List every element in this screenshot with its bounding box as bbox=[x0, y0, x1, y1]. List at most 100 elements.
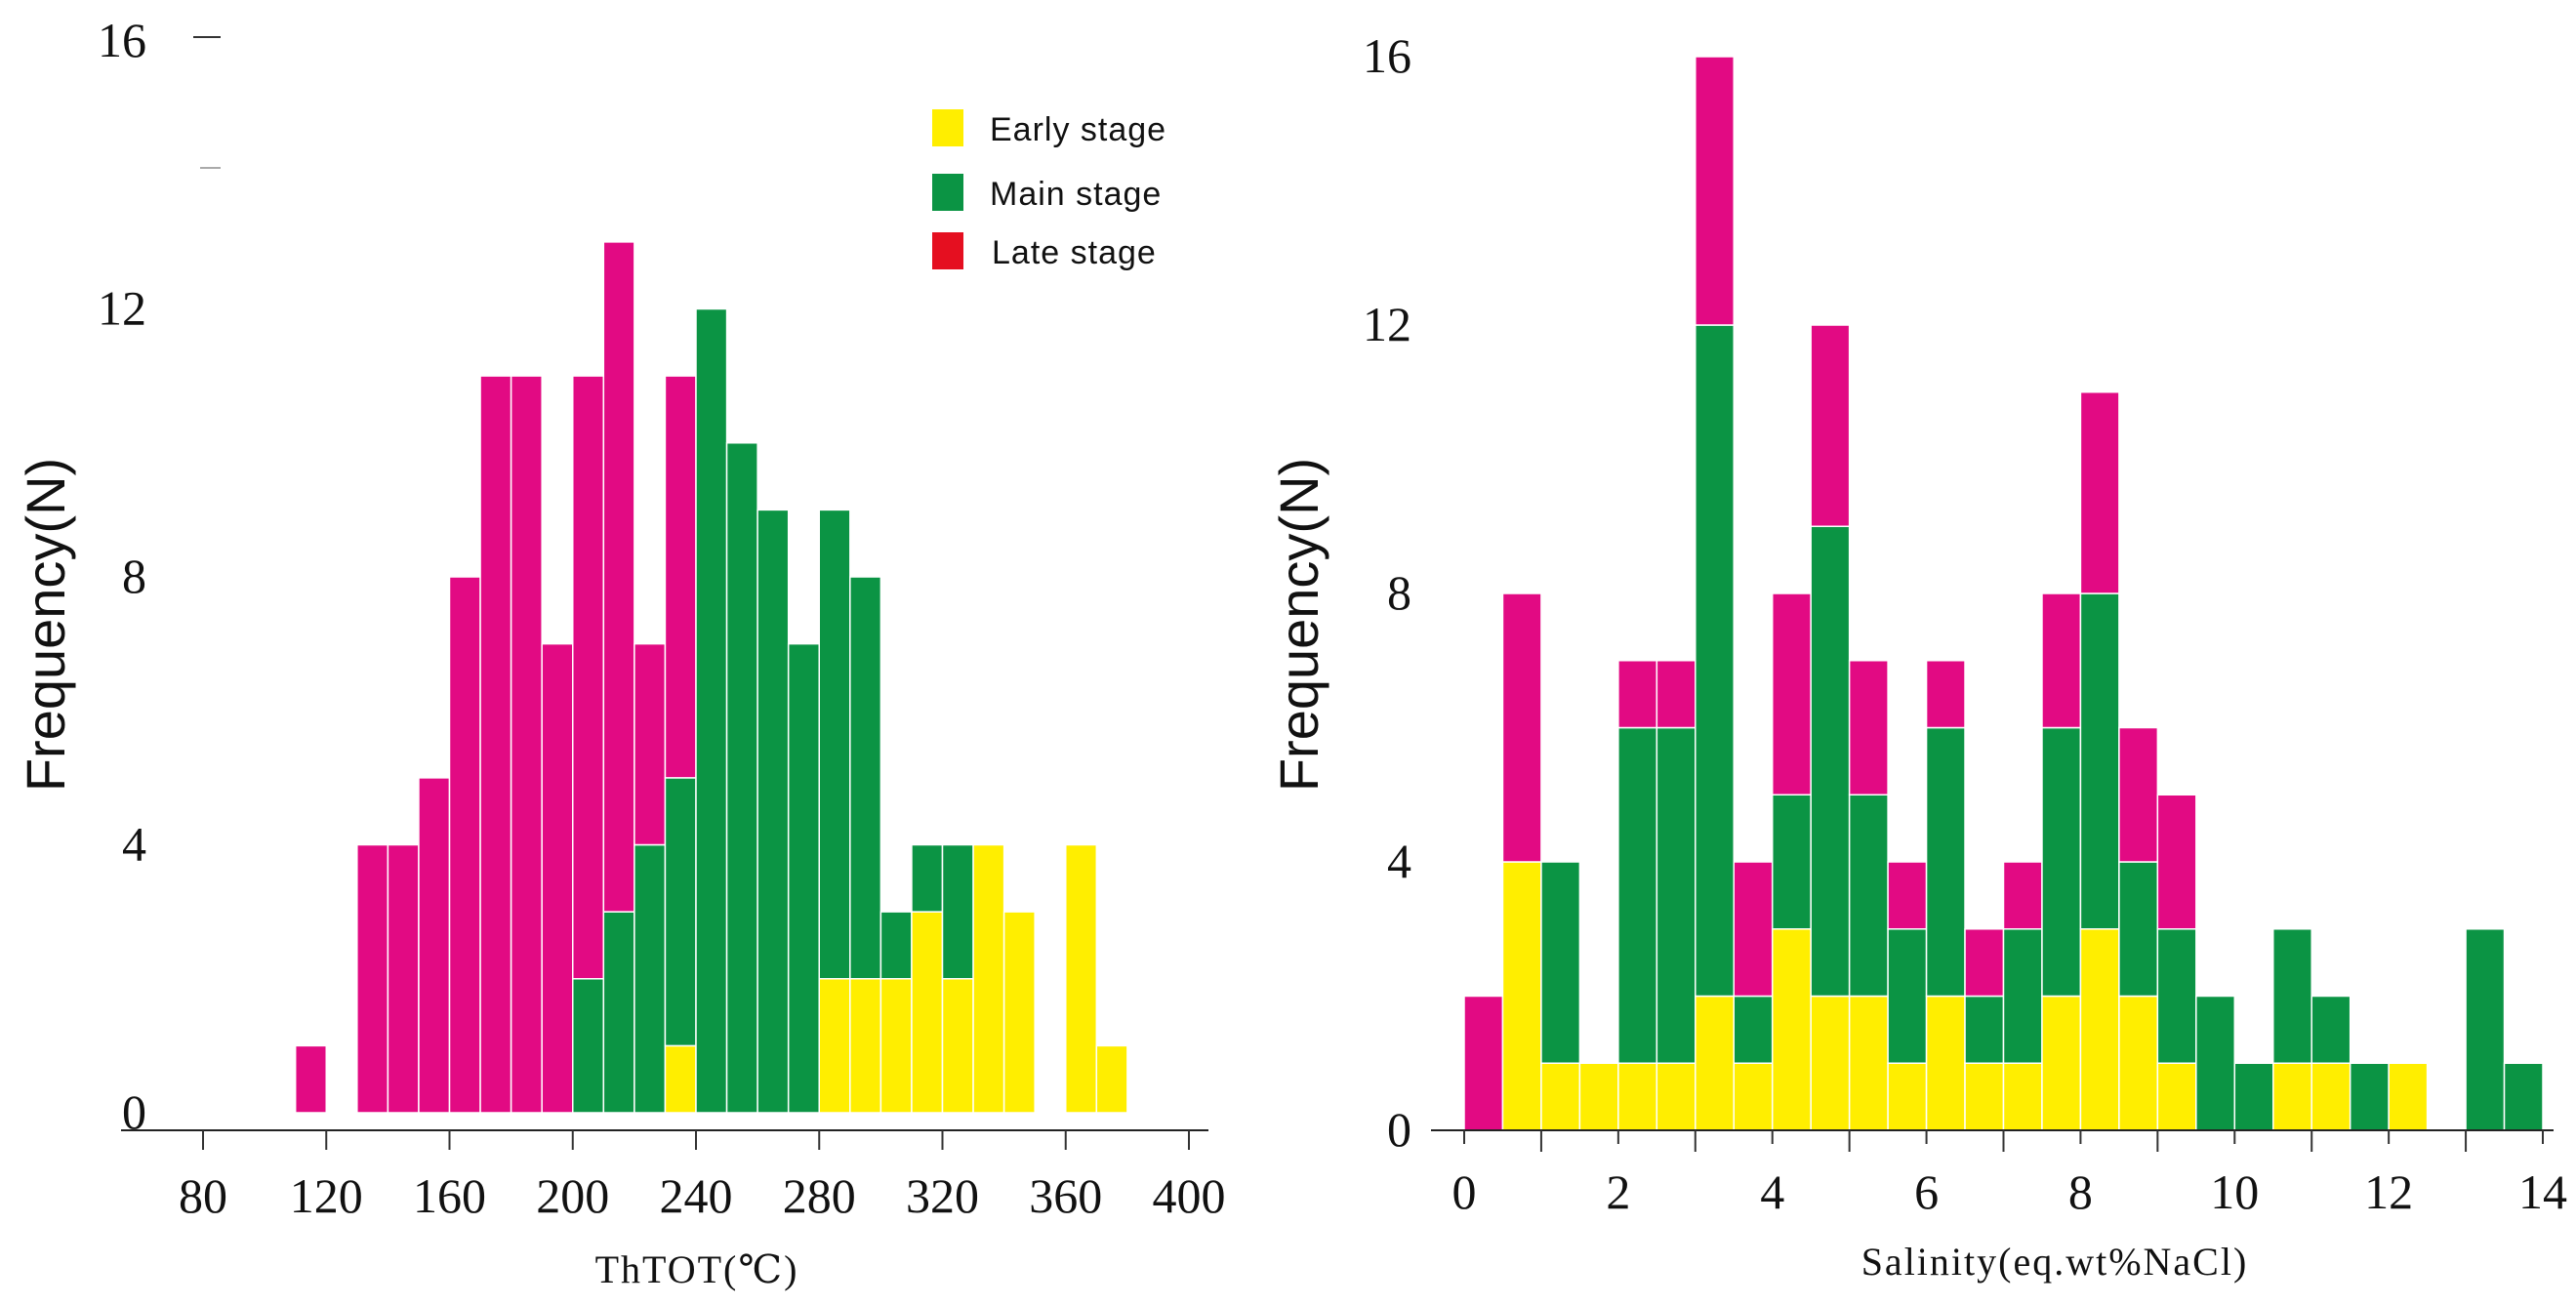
bar-late-segment bbox=[2079, 391, 2120, 594]
temperature-x-axis-title: ThTOT(℃) bbox=[595, 1247, 799, 1291]
bar-early-segment bbox=[2272, 1062, 2312, 1131]
y-tick-label: 4 bbox=[1387, 834, 1411, 888]
bar-early-segment bbox=[2002, 1062, 2043, 1131]
x-tick-label: 240 bbox=[660, 1168, 733, 1223]
x-tick-label: 360 bbox=[1029, 1168, 1102, 1223]
legend-main-swatch bbox=[932, 174, 963, 211]
legend-late-label: Late stage bbox=[992, 234, 1157, 271]
bar-early-segment bbox=[1540, 1062, 1581, 1131]
bar-main-segment bbox=[1695, 324, 1736, 998]
temperature-bars bbox=[294, 241, 1128, 1114]
temperature-y-tick-labels: 0 4 8 12 16 bbox=[98, 13, 146, 1139]
bar-late-segment bbox=[602, 241, 635, 913]
bar-main-segment bbox=[1887, 928, 1928, 1064]
salinity-y-tick-labels: 0 4 8 12 16 bbox=[1363, 28, 1411, 1157]
x-tick-label: 6 bbox=[1914, 1164, 1939, 1219]
bar-late-segment bbox=[1656, 660, 1697, 729]
bar-early-segment bbox=[879, 978, 913, 1114]
bar-main-segment bbox=[2349, 1062, 2390, 1131]
x-tick-label: 280 bbox=[783, 1168, 856, 1223]
bar-early-segment bbox=[1695, 995, 1736, 1131]
salinity-x-tick-labels: 0 2 4 6 8 10 12 14 bbox=[1452, 1164, 2568, 1219]
bar-main-segment bbox=[572, 978, 605, 1114]
bar-main-segment bbox=[2041, 726, 2082, 998]
bar-late-segment bbox=[387, 843, 420, 1114]
y-tick-label: 16 bbox=[98, 13, 146, 67]
bar-late-segment bbox=[356, 843, 389, 1114]
bar-late-segment bbox=[2118, 726, 2159, 863]
bar-main-segment bbox=[2195, 995, 2236, 1131]
bar-early-segment bbox=[941, 978, 974, 1114]
y-tick-label: 8 bbox=[122, 549, 146, 603]
temperature-y-axis-title: Frequency(N) bbox=[15, 458, 76, 792]
x-tick-label: 120 bbox=[290, 1168, 363, 1223]
bar-late-segment bbox=[1964, 928, 2005, 998]
bar-early-segment bbox=[2041, 995, 2082, 1131]
bar-main-segment bbox=[2272, 928, 2312, 1064]
salinity-x-axis-title: Salinity(eq.wt%NaCl) bbox=[1861, 1240, 2249, 1284]
bar-early-segment bbox=[1501, 861, 1542, 1131]
y-tick-label: 8 bbox=[1387, 565, 1411, 620]
salinity-histogram-panel: 0 2 4 6 8 10 12 14 0 4 8 12 16 Frequency(N) Salinit… bbox=[1268, 28, 2567, 1284]
bar-early-segment bbox=[1733, 1062, 1774, 1131]
bar-main-segment bbox=[787, 642, 820, 1114]
bar-main-segment bbox=[911, 843, 944, 913]
bar-early-segment bbox=[2310, 1062, 2351, 1131]
bar-late-segment bbox=[1463, 995, 1504, 1131]
x-tick-label: 2 bbox=[1606, 1164, 1630, 1219]
bar-early-segment bbox=[2118, 995, 2159, 1131]
y-tick-label: 12 bbox=[98, 281, 146, 336]
y-tick-label: 12 bbox=[1363, 297, 1411, 351]
bar-early-segment bbox=[1887, 1062, 1928, 1131]
bar-late-segment bbox=[572, 375, 605, 980]
bar-late-segment bbox=[294, 1044, 327, 1114]
bar-late-segment bbox=[2002, 861, 2043, 930]
bar-main-segment bbox=[1810, 525, 1851, 998]
x-tick-label: 4 bbox=[1760, 1164, 1784, 1219]
bar-early-segment bbox=[2388, 1062, 2429, 1131]
bar-late-segment bbox=[1887, 861, 1928, 930]
bar-late-segment bbox=[541, 642, 574, 1114]
bar-early-segment bbox=[1095, 1044, 1128, 1114]
bar-late-segment bbox=[1925, 660, 1966, 729]
bar-early-segment bbox=[818, 978, 851, 1114]
bar-main-segment bbox=[2503, 1062, 2544, 1131]
bar-main-segment bbox=[2156, 928, 2197, 1064]
x-tick-label: 8 bbox=[2068, 1164, 2093, 1219]
bar-early-segment bbox=[1771, 928, 1812, 1131]
bar-late-segment bbox=[1810, 324, 1851, 527]
bar-early-segment bbox=[1848, 995, 1889, 1131]
temperature-histogram-panel: 80 120 160 200 240 280 320 360 400 0 4 8 12 16 Frequ… bbox=[15, 13, 1226, 1291]
bar-early-segment bbox=[972, 843, 1005, 1114]
bar-main-segment bbox=[2118, 861, 2159, 998]
y-tick-label: 4 bbox=[122, 817, 146, 872]
bar-early-segment bbox=[2079, 928, 2120, 1131]
bar-main-segment bbox=[941, 843, 974, 980]
bar-early-segment bbox=[1065, 843, 1098, 1114]
legend-early-label: Early stage bbox=[990, 111, 1166, 148]
bar-main-segment bbox=[2465, 928, 2506, 1131]
salinity-bars bbox=[1463, 56, 2544, 1131]
bar-early-segment bbox=[1656, 1062, 1697, 1131]
bar-late-segment bbox=[664, 375, 697, 779]
legend: Early stage Main stage Late stage bbox=[932, 109, 1166, 271]
bar-main-segment bbox=[664, 777, 697, 1047]
bar-main-segment bbox=[756, 509, 790, 1114]
bar-early-segment bbox=[1002, 911, 1036, 1114]
bar-late-segment bbox=[1733, 861, 1774, 998]
x-tick-label: 200 bbox=[536, 1168, 609, 1223]
bar-late-segment bbox=[448, 576, 481, 1114]
salinity-x-minor-ticks bbox=[1463, 1130, 2544, 1152]
bar-main-segment bbox=[2079, 592, 2120, 930]
bar-late-segment bbox=[510, 375, 543, 1114]
bar-main-segment bbox=[818, 509, 851, 980]
bar-late-segment bbox=[2041, 592, 2082, 729]
bar-early-segment bbox=[849, 978, 882, 1114]
y-tick-label: 0 bbox=[1387, 1102, 1411, 1157]
bar-main-segment bbox=[2233, 1062, 2274, 1131]
bar-main-segment bbox=[1540, 861, 1581, 1064]
bar-late-segment bbox=[1695, 56, 1736, 326]
bar-main-segment bbox=[602, 911, 635, 1114]
salinity-y-axis-title: Frequency(N) bbox=[1268, 458, 1329, 792]
